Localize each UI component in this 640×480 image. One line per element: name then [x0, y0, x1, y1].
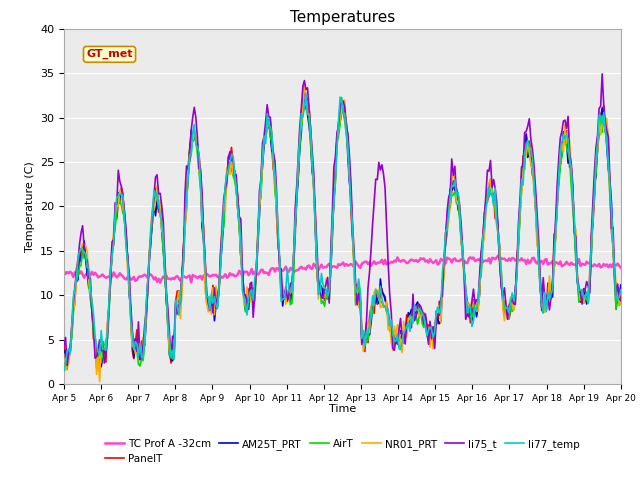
PanelT	[301, 83, 308, 89]
TC Prof A -32cm	[495, 252, 502, 258]
NR01_PRT	[228, 152, 236, 157]
PanelT	[167, 360, 175, 366]
li77_temp	[129, 329, 136, 335]
NR01_PRT	[60, 362, 68, 368]
NR01_PRT	[96, 379, 104, 384]
li75_t	[130, 342, 138, 348]
TC Prof A -32cm	[60, 268, 68, 274]
li77_temp	[588, 243, 595, 249]
Title: Temperatures: Temperatures	[290, 10, 395, 25]
li77_temp	[226, 159, 234, 165]
PanelT	[129, 347, 136, 353]
AM25T_PRT	[255, 212, 263, 218]
AM25T_PRT	[307, 137, 314, 143]
Line: li77_temp: li77_temp	[64, 93, 621, 371]
AM25T_PRT	[60, 350, 68, 356]
AirT	[130, 344, 138, 349]
li75_t	[255, 188, 263, 194]
AM25T_PRT	[246, 285, 254, 290]
AirT	[338, 95, 346, 100]
TC Prof A -32cm	[156, 280, 164, 286]
PanelT	[246, 292, 254, 298]
Y-axis label: Temperature (C): Temperature (C)	[24, 161, 35, 252]
NR01_PRT	[130, 341, 138, 347]
PanelT	[307, 126, 314, 132]
AM25T_PRT	[299, 95, 307, 100]
X-axis label: Time: Time	[329, 404, 356, 414]
NR01_PRT	[255, 207, 263, 213]
PanelT	[255, 203, 263, 209]
Line: AirT: AirT	[64, 97, 621, 369]
Line: li75_t: li75_t	[64, 74, 621, 365]
PanelT	[60, 340, 68, 346]
AirT	[60, 366, 68, 372]
li75_t	[246, 281, 254, 287]
AM25T_PRT	[130, 355, 138, 360]
li77_temp	[305, 111, 313, 117]
AirT	[228, 166, 236, 172]
TC Prof A -32cm	[246, 270, 254, 276]
AM25T_PRT	[97, 364, 105, 370]
li75_t	[60, 343, 68, 348]
TC Prof A -32cm	[305, 263, 313, 268]
li77_temp	[617, 287, 625, 293]
NR01_PRT	[617, 297, 625, 303]
AirT	[255, 201, 263, 207]
li77_temp	[60, 368, 68, 373]
TC Prof A -32cm	[129, 276, 136, 282]
NR01_PRT	[307, 126, 314, 132]
Legend: TC Prof A -32cm, PanelT, AM25T_PRT, AirT, NR01_PRT, li75_t, li77_temp: TC Prof A -32cm, PanelT, AM25T_PRT, AirT…	[105, 439, 580, 464]
AirT	[63, 366, 71, 372]
AM25T_PRT	[228, 158, 236, 164]
AirT	[617, 300, 625, 305]
Line: AM25T_PRT: AM25T_PRT	[64, 97, 621, 367]
TC Prof A -32cm	[589, 264, 596, 269]
TC Prof A -32cm	[255, 270, 263, 276]
li75_t	[228, 158, 236, 164]
AirT	[589, 215, 596, 220]
PanelT	[617, 295, 625, 301]
TC Prof A -32cm	[617, 265, 625, 271]
Line: PanelT: PanelT	[64, 86, 621, 363]
Line: TC Prof A -32cm: TC Prof A -32cm	[64, 255, 621, 283]
AirT	[246, 291, 254, 297]
li75_t	[598, 71, 606, 77]
li77_temp	[302, 90, 310, 96]
AirT	[305, 117, 313, 123]
li75_t	[305, 105, 313, 111]
li75_t	[617, 298, 625, 304]
li77_temp	[244, 296, 252, 301]
Line: NR01_PRT: NR01_PRT	[64, 84, 621, 382]
li75_t	[588, 230, 595, 236]
NR01_PRT	[589, 213, 596, 219]
Text: GT_met: GT_met	[86, 49, 132, 60]
NR01_PRT	[301, 82, 308, 87]
PanelT	[228, 144, 236, 150]
PanelT	[589, 222, 596, 228]
AM25T_PRT	[589, 213, 596, 218]
li75_t	[63, 362, 71, 368]
AM25T_PRT	[617, 282, 625, 288]
NR01_PRT	[246, 299, 254, 305]
TC Prof A -32cm	[228, 273, 236, 278]
li77_temp	[254, 237, 262, 242]
